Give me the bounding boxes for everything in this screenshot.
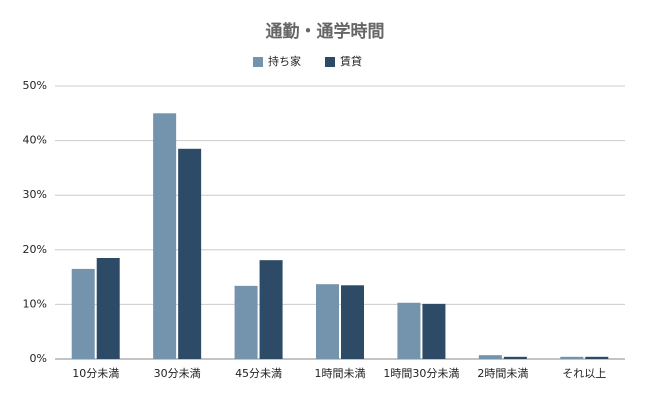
x-tick-label: それ以上 [562, 367, 606, 380]
y-tick-label: 20% [23, 243, 47, 256]
x-tick-label: 2時間未満 [477, 367, 528, 380]
y-tick-label: 40% [23, 134, 47, 147]
x-tick-label: 1時間30分未満 [383, 367, 459, 380]
bar [259, 260, 283, 359]
legend-swatch [325, 57, 335, 67]
x-tick-label: 45分未満 [235, 367, 282, 380]
bar [316, 284, 339, 359]
x-tick-label: 30分未満 [154, 367, 201, 380]
bar [422, 303, 446, 359]
bar [585, 356, 609, 359]
legend-label: 持ち家 [268, 54, 301, 68]
chart-title: 通勤・通学時間 [266, 21, 385, 42]
legend-label: 賃貸 [340, 54, 362, 68]
bar [234, 285, 258, 359]
y-tick-label: 50% [23, 79, 47, 92]
y-tick-label: 0% [30, 352, 47, 365]
y-tick-label: 30% [23, 188, 47, 201]
bar [397, 302, 421, 359]
bar [341, 285, 364, 359]
x-tick-label: 1時間未満 [315, 367, 366, 380]
bar [503, 356, 527, 359]
y-tick-label: 10% [23, 297, 47, 310]
bar [178, 148, 202, 359]
x-tick-label: 10分未満 [72, 367, 119, 380]
legend-swatch [253, 57, 263, 67]
bar [96, 257, 120, 359]
bar [560, 356, 584, 359]
bar [71, 268, 95, 359]
bar [478, 355, 502, 359]
bar [153, 113, 177, 359]
